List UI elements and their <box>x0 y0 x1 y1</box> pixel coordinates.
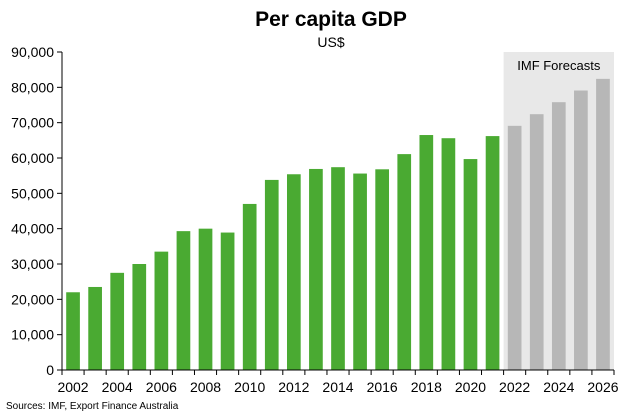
bar-actual <box>309 168 323 370</box>
bar-actual <box>88 286 102 370</box>
x-axis-ticks: 2002 2004 2006 2008 2010 2012 2014 2016 2018 2020… <box>57 370 619 395</box>
y-tick-label: 80,000 <box>11 79 54 95</box>
x-tick-label: 2026 <box>587 379 618 395</box>
bar-forecast <box>574 90 588 370</box>
bar-actual <box>220 232 235 370</box>
x-tick-label: 2006 <box>146 379 177 395</box>
y-tick-label: 70,000 <box>11 115 54 131</box>
y-tick-label: 50,000 <box>11 185 54 201</box>
bar-actual <box>331 167 345 370</box>
bar-actual <box>286 174 301 370</box>
chart-subtitle: US$ <box>317 34 344 50</box>
source-note: Sources: IMF, Export Finance Australia <box>6 401 179 412</box>
bar-actual <box>441 138 456 370</box>
bar-actual <box>375 169 390 370</box>
x-tick-label: 2012 <box>278 379 309 395</box>
bar-forecast <box>596 78 610 370</box>
bar-actual <box>397 154 412 370</box>
y-tick-label: 40,000 <box>11 221 54 237</box>
bar-actual <box>353 173 367 370</box>
bar-actual <box>463 159 478 370</box>
bar-actual <box>264 179 279 370</box>
y-tick-label: 0 <box>46 362 54 378</box>
x-tick-label: 2024 <box>543 379 574 395</box>
x-tick-label: 2014 <box>322 379 353 395</box>
bar-actual <box>132 264 147 370</box>
x-tick-label: 2020 <box>455 379 486 395</box>
y-tick-label: 30,000 <box>11 256 54 272</box>
y-axis-ticks: 0 10,000 20,000 30,000 40,000 50,000 60,000 70,… <box>11 44 62 378</box>
bar-forecast <box>529 114 544 370</box>
x-tick-label: 2016 <box>367 379 398 395</box>
chart-title: Per capita GDP <box>255 8 407 31</box>
y-tick-label: 90,000 <box>11 44 54 60</box>
y-tick-label: 10,000 <box>11 327 54 343</box>
x-tick-label: 2004 <box>102 379 133 395</box>
forecast-label: IMF Forecasts <box>517 58 601 73</box>
bar-actual <box>66 292 80 370</box>
bar-actual <box>154 251 169 370</box>
x-tick-label: 2018 <box>411 379 442 395</box>
bar-forecast <box>507 125 522 370</box>
bar-actual <box>176 231 191 370</box>
y-tick-label: 60,000 <box>11 150 54 166</box>
x-tick-label: 2002 <box>57 379 88 395</box>
bar-actual <box>242 203 257 370</box>
bar-actual <box>419 135 434 370</box>
x-tick-label: 2008 <box>190 379 221 395</box>
x-tick-label: 2010 <box>234 379 265 395</box>
bar-actual <box>485 136 500 370</box>
bar-forecast <box>551 102 566 370</box>
y-tick-label: 20,000 <box>11 291 54 307</box>
bar-actual <box>110 272 125 370</box>
x-tick-label: 2022 <box>499 379 530 395</box>
bar-series <box>66 78 610 370</box>
bar-actual <box>198 228 213 370</box>
